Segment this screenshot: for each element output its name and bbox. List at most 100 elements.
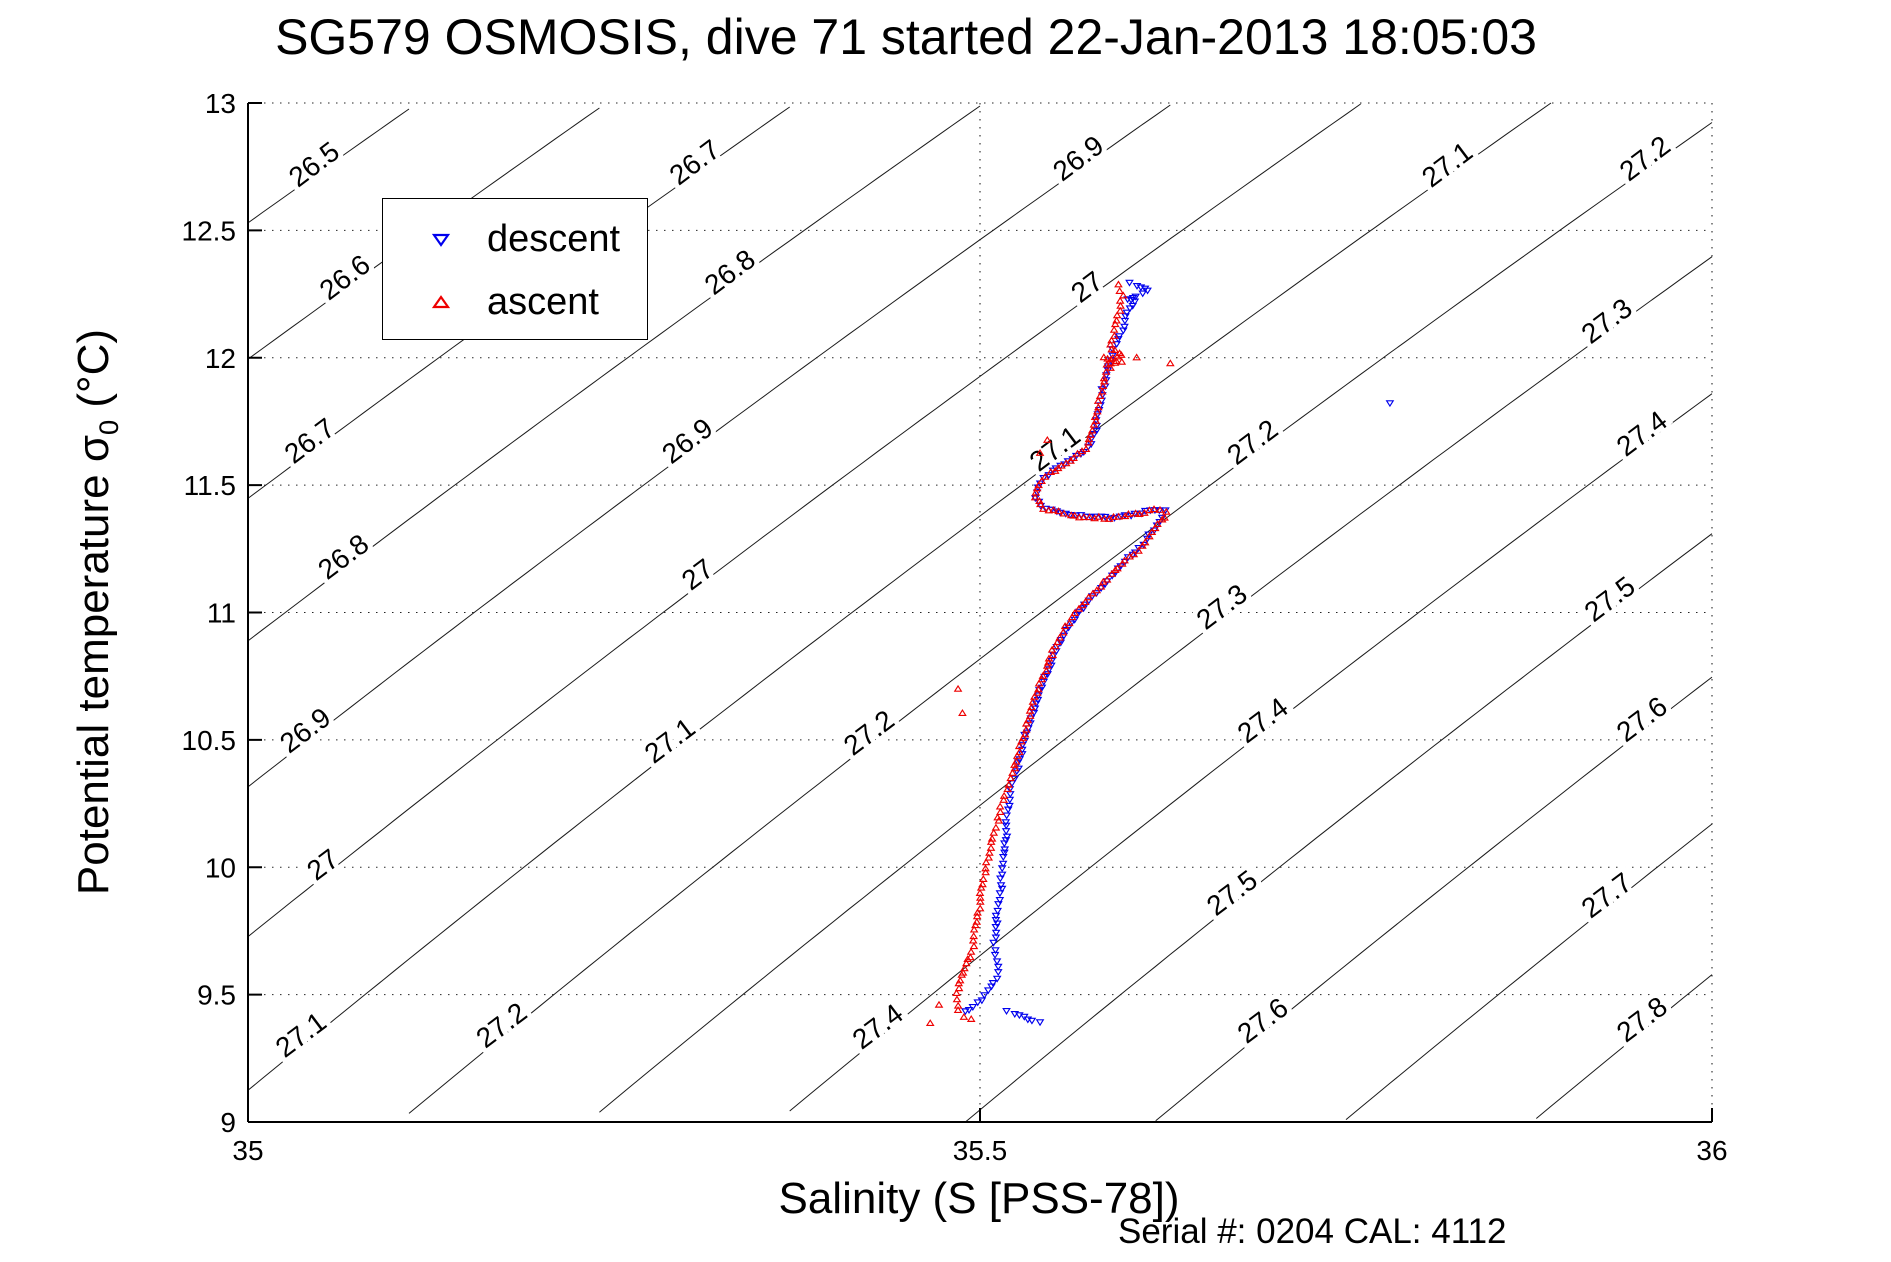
- data-marker: [969, 942, 979, 950]
- data-marker: [998, 854, 1008, 861]
- data-marker: [999, 795, 1008, 803]
- data-marker: [1134, 546, 1143, 554]
- data-marker: [990, 951, 1000, 959]
- data-marker: [1165, 359, 1175, 367]
- data-marker: [995, 897, 1005, 904]
- data-marker: [1074, 604, 1084, 612]
- data-marker: [1079, 513, 1089, 521]
- isopycnal-line: [247, 108, 410, 224]
- data-marker: [1111, 566, 1120, 573]
- data-marker: [1084, 593, 1093, 601]
- data-marker: [1087, 435, 1096, 443]
- data-marker: [996, 882, 1006, 890]
- data-marker: [997, 865, 1007, 873]
- data-marker: [993, 969, 1003, 977]
- data-marker: [1106, 363, 1115, 371]
- data-marker: [1002, 833, 1012, 841]
- data-marker: [1074, 608, 1084, 616]
- data-marker: [1037, 477, 1046, 485]
- data-marker: [1098, 392, 1107, 400]
- data-marker: [1117, 350, 1126, 358]
- data-marker: [1113, 352, 1122, 360]
- data-marker: [1000, 849, 1009, 857]
- data-marker: [1122, 309, 1132, 317]
- data-marker: [1047, 645, 1057, 653]
- isopycnal-line: [599, 256, 1713, 1113]
- isopycnal-label: 27.6: [1232, 992, 1294, 1050]
- data-marker: [1131, 509, 1140, 517]
- isopycnal-label: 27.2: [1614, 130, 1676, 188]
- data-marker: [976, 883, 986, 891]
- data-marker: [1027, 1017, 1037, 1025]
- data-marker: [1005, 796, 1015, 804]
- data-marker: [1087, 593, 1097, 601]
- data-marker: [1050, 466, 1060, 474]
- data-marker: [1034, 679, 1044, 687]
- isopycnal-label: 27.8: [1611, 991, 1673, 1049]
- isopycnal-label: 27.3: [1576, 292, 1638, 350]
- data-marker: [981, 864, 990, 872]
- data-marker: [1013, 759, 1023, 767]
- data-marker: [1155, 505, 1165, 513]
- data-marker: [991, 929, 1001, 937]
- data-marker: [1012, 751, 1022, 759]
- data-marker: [1135, 510, 1144, 517]
- data-marker: [1008, 768, 1017, 776]
- data-marker: [995, 802, 1005, 810]
- data-marker: [1080, 598, 1090, 605]
- data-marker: [1096, 582, 1106, 590]
- data-marker: [1099, 377, 1109, 385]
- data-marker: [969, 925, 979, 933]
- data-marker: [1138, 290, 1148, 298]
- data-marker: [1070, 609, 1080, 616]
- data-marker: [1001, 828, 1011, 836]
- data-marker: [1032, 484, 1042, 492]
- isopycnal-label: 26.9: [656, 412, 718, 470]
- data-marker: [991, 923, 1001, 931]
- data-marker: [1001, 822, 1011, 830]
- data-marker: [925, 1019, 935, 1027]
- y-axis-label-subscript: 0: [92, 419, 124, 435]
- data-marker: [997, 871, 1007, 879]
- y-tick-label: 12.5: [182, 215, 237, 246]
- data-marker: [968, 936, 978, 944]
- data-marker: [979, 992, 989, 1000]
- data-marker: [1049, 505, 1058, 513]
- data-marker: [991, 823, 1001, 831]
- data-marker: [1015, 1012, 1024, 1020]
- data-marker: [1065, 512, 1075, 519]
- isopycnal-line: [965, 533, 1713, 1123]
- data-marker: [966, 1014, 976, 1022]
- data-marker: [961, 959, 971, 967]
- data-marker: [1091, 416, 1101, 424]
- isopycnal-label: 26.9: [274, 701, 336, 759]
- data-marker: [988, 980, 998, 988]
- data-marker: [1084, 438, 1093, 446]
- chart-title: SG579 OSMOSIS, dive 71 started 22-Jan-20…: [275, 9, 1537, 65]
- data-marker: [1131, 293, 1140, 301]
- isopycnal-label: 27.5: [1579, 570, 1641, 628]
- y-tick-label: 11.5: [184, 470, 236, 501]
- data-marker: [1115, 287, 1125, 294]
- isopycnal-label: 26.8: [699, 243, 761, 301]
- data-marker: [1059, 509, 1069, 517]
- data-marker: [1042, 661, 1052, 669]
- data-marker: [1070, 511, 1080, 519]
- data-marker: [1085, 513, 1094, 521]
- data-marker: [1040, 472, 1050, 480]
- data-marker: [1064, 619, 1074, 627]
- data-marker: [1032, 688, 1042, 696]
- triangle-down-icon: [431, 233, 451, 247]
- data-marker: [1035, 448, 1045, 456]
- data-marker: [1109, 512, 1118, 520]
- isopycnal-label: 27.4: [1611, 405, 1673, 463]
- isopycnal-label: 27: [301, 843, 345, 887]
- data-marker: [981, 858, 991, 866]
- isopycnal-line: [247, 104, 1171, 788]
- data-marker: [1110, 346, 1120, 354]
- data-marker: [1086, 430, 1095, 438]
- data-marker: [1066, 456, 1075, 464]
- data-marker: [984, 853, 994, 861]
- data-marker: [1058, 628, 1068, 636]
- data-marker: [1114, 512, 1123, 520]
